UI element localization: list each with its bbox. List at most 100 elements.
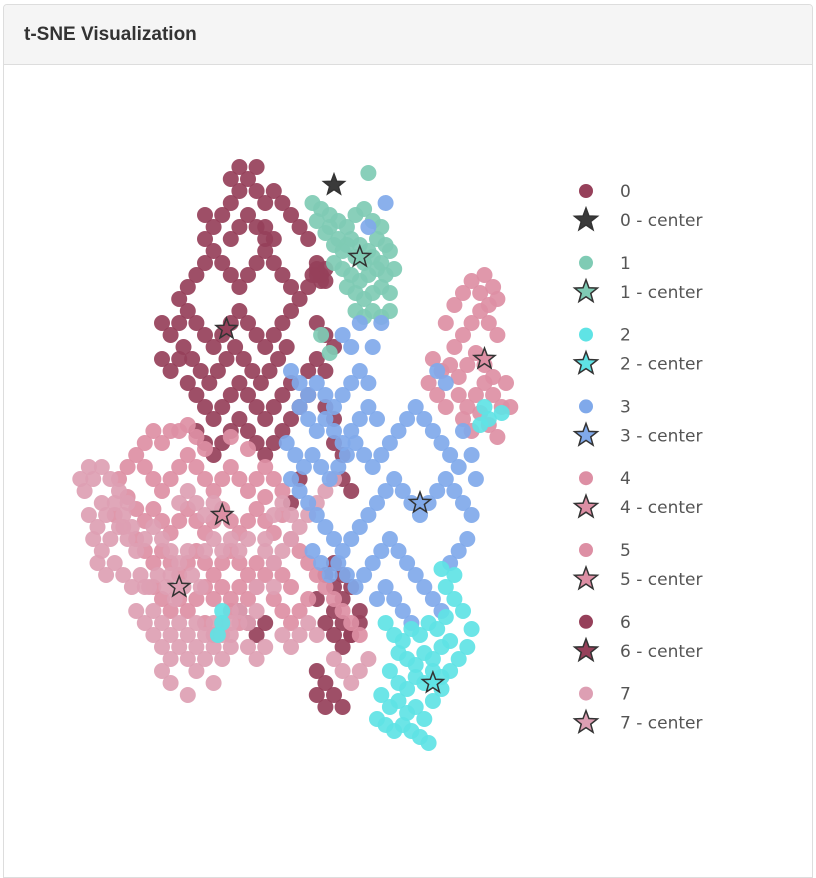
point-cluster-5[interactable] xyxy=(171,459,188,475)
point-cluster-6[interactable] xyxy=(214,399,231,415)
point-cluster-3[interactable] xyxy=(356,567,373,583)
point-cluster-6[interactable] xyxy=(278,339,295,355)
point-cluster-6[interactable] xyxy=(308,687,325,703)
point-cluster-3[interactable] xyxy=(351,315,368,331)
point-cluster-4[interactable] xyxy=(485,387,502,403)
point-cluster-3[interactable] xyxy=(295,459,312,475)
point-cluster-6[interactable] xyxy=(240,387,256,403)
point-cluster-5[interactable] xyxy=(291,543,308,559)
point-cluster-3[interactable] xyxy=(347,579,364,595)
point-cluster-7[interactable] xyxy=(291,627,308,643)
point-cluster-7[interactable] xyxy=(136,615,153,631)
point-cluster-6[interactable] xyxy=(197,255,213,271)
point-cluster-2[interactable] xyxy=(381,663,398,679)
point-cluster-7[interactable] xyxy=(171,639,188,655)
point-cluster-7[interactable] xyxy=(214,543,231,559)
point-cluster-7[interactable] xyxy=(188,615,205,631)
point-cluster-4[interactable] xyxy=(463,273,480,289)
point-cluster-7[interactable] xyxy=(162,567,179,583)
point-cluster-7[interactable] xyxy=(326,651,342,667)
point-cluster-2[interactable] xyxy=(442,633,459,649)
point-cluster-5[interactable] xyxy=(343,615,360,631)
point-cluster-6[interactable] xyxy=(248,399,265,415)
point-cluster-6[interactable] xyxy=(154,351,170,367)
point-cluster-7[interactable] xyxy=(154,639,170,655)
point-cluster-3[interactable] xyxy=(416,579,433,595)
point-cluster-6[interactable] xyxy=(240,267,256,283)
point-cluster-7[interactable] xyxy=(300,615,317,631)
center-star-7[interactable] xyxy=(166,573,192,598)
point-cluster-7[interactable] xyxy=(111,483,127,499)
point-cluster-7[interactable] xyxy=(248,579,265,595)
point-cluster-6[interactable] xyxy=(274,195,291,211)
point-cluster-5[interactable] xyxy=(222,459,239,475)
center-star-4[interactable] xyxy=(471,345,498,370)
point-cluster-6[interactable] xyxy=(257,615,274,631)
point-cluster-7[interactable] xyxy=(205,639,222,655)
point-cluster-5[interactable] xyxy=(283,579,299,595)
point-cluster-6[interactable] xyxy=(291,291,308,307)
point-cluster-6[interactable] xyxy=(231,279,248,295)
point-cluster-2[interactable] xyxy=(399,681,416,697)
point-cluster-6[interactable] xyxy=(205,243,222,259)
point-cluster-7[interactable] xyxy=(291,519,308,535)
point-cluster-5[interactable] xyxy=(231,471,248,487)
point-cluster-3[interactable] xyxy=(360,375,377,391)
point-cluster-5[interactable] xyxy=(334,603,351,619)
point-cluster-6[interactable] xyxy=(231,375,248,391)
point-cluster-4[interactable] xyxy=(489,291,506,307)
point-cluster-7[interactable] xyxy=(240,639,256,655)
point-cluster-5[interactable] xyxy=(265,591,282,607)
point-cluster-6[interactable] xyxy=(218,351,235,367)
point-cluster-3[interactable] xyxy=(463,507,480,523)
point-cluster-7[interactable] xyxy=(222,627,239,643)
point-cluster-7[interactable] xyxy=(351,663,368,679)
point-cluster-6[interactable] xyxy=(265,327,282,343)
point-cluster-7[interactable] xyxy=(248,651,265,667)
point-cluster-7[interactable] xyxy=(123,519,140,535)
point-cluster-6[interactable] xyxy=(334,699,351,715)
point-cluster-4[interactable] xyxy=(450,387,467,403)
point-cluster-7[interactable] xyxy=(231,543,248,559)
point-cluster-2[interactable] xyxy=(373,687,390,703)
point-cluster-7[interactable] xyxy=(334,663,351,679)
point-cluster-5[interactable] xyxy=(240,591,256,607)
point-cluster-3[interactable] xyxy=(304,543,321,559)
point-cluster-4[interactable] xyxy=(476,375,493,391)
point-cluster-7[interactable] xyxy=(179,543,196,559)
point-cluster-4[interactable] xyxy=(429,387,446,403)
tsne-scatter-chart[interactable]: 0 0 - center 1 1 - center 2 2 - center 3 3 - ce… xyxy=(4,65,812,877)
point-cluster-5[interactable] xyxy=(197,471,213,487)
point-cluster-5[interactable] xyxy=(300,591,317,607)
point-cluster-2[interactable] xyxy=(394,633,411,649)
point-cluster-4[interactable] xyxy=(489,429,506,445)
point-cluster-6[interactable] xyxy=(179,279,196,295)
point-cluster-7[interactable] xyxy=(171,495,188,511)
point-cluster-6[interactable] xyxy=(248,327,265,343)
point-cluster-3[interactable] xyxy=(356,447,373,463)
point-cluster-6[interactable] xyxy=(308,351,325,367)
point-cluster-7[interactable] xyxy=(240,615,256,631)
point-cluster-3[interactable] xyxy=(455,423,471,439)
point-cluster-6[interactable] xyxy=(162,363,179,379)
point-cluster-7[interactable] xyxy=(119,531,136,547)
point-cluster-7[interactable] xyxy=(89,555,106,571)
point-cluster-7[interactable] xyxy=(119,495,136,511)
point-cluster-6[interactable] xyxy=(326,687,342,703)
point-cluster-2[interactable] xyxy=(412,627,428,643)
point-cluster-7[interactable] xyxy=(283,639,299,655)
point-cluster-7[interactable] xyxy=(257,639,274,655)
point-cluster-6[interactable] xyxy=(240,207,256,223)
point-cluster-3[interactable] xyxy=(364,339,381,355)
point-cluster-2[interactable] xyxy=(214,603,231,619)
point-cluster-3[interactable] xyxy=(317,387,334,403)
point-cluster-2[interactable] xyxy=(493,405,510,421)
point-cluster-3[interactable] xyxy=(390,423,407,439)
point-cluster-6[interactable] xyxy=(252,375,269,391)
point-cluster-3[interactable] xyxy=(424,591,441,607)
point-cluster-3[interactable] xyxy=(343,531,360,547)
point-cluster-7[interactable] xyxy=(80,507,97,523)
center-star-3[interactable] xyxy=(407,489,433,514)
point-cluster-7[interactable] xyxy=(93,495,110,511)
point-cluster-6[interactable] xyxy=(214,207,231,223)
